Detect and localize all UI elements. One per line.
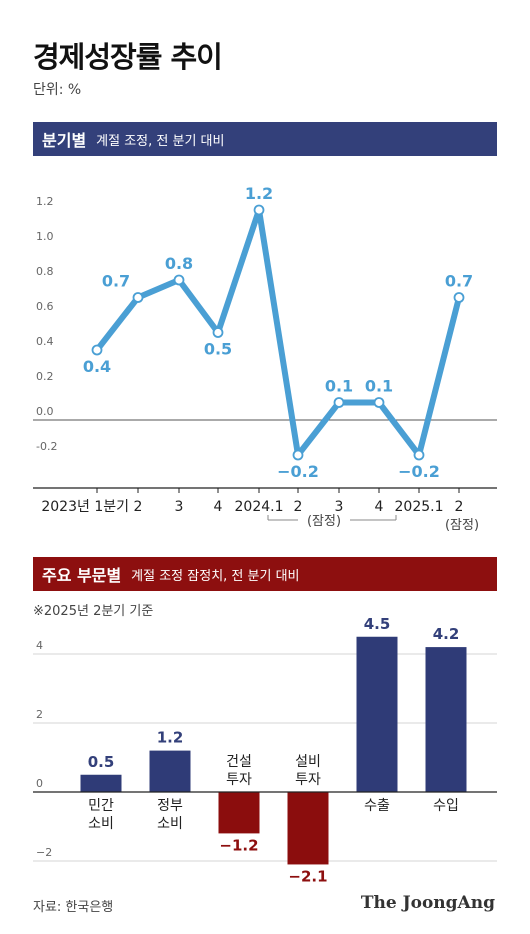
y-tick-label: 0.6 bbox=[36, 300, 54, 313]
bar bbox=[356, 636, 398, 792]
basis-note: ※2025년 2분기 기준 bbox=[33, 604, 154, 619]
bar bbox=[149, 750, 191, 792]
brand-logo: The JoongAng bbox=[360, 893, 495, 913]
data-label: 0.7 bbox=[445, 272, 473, 291]
y-tick-label: 0 bbox=[36, 777, 43, 790]
data-point bbox=[292, 449, 304, 461]
data-point bbox=[373, 397, 385, 408]
data-label: 1.2 bbox=[157, 729, 184, 747]
x-tick-label: 4 bbox=[375, 499, 384, 515]
data-label: 0.1 bbox=[365, 377, 393, 396]
data-point bbox=[173, 274, 185, 286]
x-tick-label: 2 bbox=[294, 499, 303, 515]
series-line bbox=[94, 207, 462, 458]
bar bbox=[287, 792, 329, 865]
data-point bbox=[253, 204, 265, 216]
data-label: −0.2 bbox=[277, 462, 319, 481]
x-tick-label: 2024.1 bbox=[235, 499, 284, 515]
data-label: 0.5 bbox=[204, 340, 232, 359]
category-label: 정부 bbox=[157, 798, 183, 814]
y-tick-label: -0.2 bbox=[36, 440, 57, 453]
y-tick-label: 0.0 bbox=[36, 405, 54, 418]
page-title: 경제성장률 추이 bbox=[33, 40, 223, 74]
category-label: 소비 bbox=[157, 816, 183, 832]
data-label: 0.4 bbox=[83, 357, 111, 376]
data-label: 4.2 bbox=[433, 625, 460, 643]
data-point bbox=[413, 449, 425, 461]
y-tick-label: 1.2 bbox=[36, 195, 54, 208]
data-point bbox=[333, 397, 345, 408]
prelim-label-bg bbox=[298, 512, 350, 528]
x-tick-label: 3 bbox=[335, 499, 344, 515]
y-tick-label: 0.8 bbox=[36, 265, 54, 278]
data-label: 1.2 bbox=[245, 184, 273, 203]
category-label: 수입 bbox=[433, 798, 459, 814]
x-tick-label: 2 bbox=[455, 499, 464, 515]
data-label: 0.5 bbox=[88, 753, 115, 771]
data-label: 0.7 bbox=[102, 272, 130, 291]
category-label: 투자 bbox=[295, 772, 321, 788]
unit-label: 단위: % bbox=[33, 82, 82, 98]
section-header-sub: 계절 조정 잠정치, 전 분기 대비 bbox=[131, 568, 300, 584]
data-point bbox=[91, 344, 103, 356]
category-label: 소비 bbox=[88, 816, 114, 832]
data-label: 0.8 bbox=[165, 254, 193, 273]
category-label: 설비 bbox=[295, 754, 321, 770]
y-tick-label: 2 bbox=[36, 708, 43, 721]
data-point bbox=[212, 327, 224, 338]
y-tick-label: −2 bbox=[36, 846, 52, 859]
section-header-sub: 계절 조정, 전 분기 대비 bbox=[96, 133, 225, 149]
x-tick-label: 2025.1 bbox=[395, 499, 444, 515]
section-header-sector: 주요 부문별 계절 조정 잠정치, 전 분기 대비 bbox=[33, 557, 497, 591]
section-header-quarterly: 분기별 계절 조정, 전 분기 대비 bbox=[33, 122, 497, 156]
bar bbox=[425, 647, 467, 792]
y-tick-label: 0.2 bbox=[36, 370, 54, 383]
prelim-label: (잠정) bbox=[307, 514, 341, 529]
bar bbox=[218, 792, 260, 834]
section-header-label: 분기별 bbox=[42, 131, 87, 150]
prelim-label: (잠정) bbox=[445, 518, 479, 533]
data-point bbox=[453, 292, 465, 303]
x-tick-label: 2 bbox=[134, 499, 143, 515]
data-label: −2.1 bbox=[288, 867, 327, 885]
data-label: 0.1 bbox=[325, 377, 353, 396]
x-tick-label: 2023년 1분기 bbox=[41, 499, 129, 515]
bar bbox=[80, 774, 122, 792]
y-tick-label: 1.0 bbox=[36, 230, 54, 243]
data-label: −0.2 bbox=[398, 462, 440, 481]
category-label: 투자 bbox=[226, 772, 252, 788]
category-label: 민간 bbox=[88, 798, 114, 814]
x-tick-label: 3 bbox=[175, 499, 184, 515]
data-label: 4.5 bbox=[364, 615, 391, 633]
y-tick-label: 0.4 bbox=[36, 335, 54, 348]
source-label: 자료: 한국은행 bbox=[33, 900, 114, 915]
data-point bbox=[132, 292, 144, 303]
category-label: 수출 bbox=[364, 798, 390, 814]
section-header-label: 주요 부문별 bbox=[42, 566, 122, 585]
x-tick-label: 4 bbox=[214, 499, 223, 515]
data-label: −1.2 bbox=[219, 836, 258, 854]
category-label: 건설 bbox=[226, 754, 252, 770]
y-tick-label: 4 bbox=[36, 639, 43, 652]
